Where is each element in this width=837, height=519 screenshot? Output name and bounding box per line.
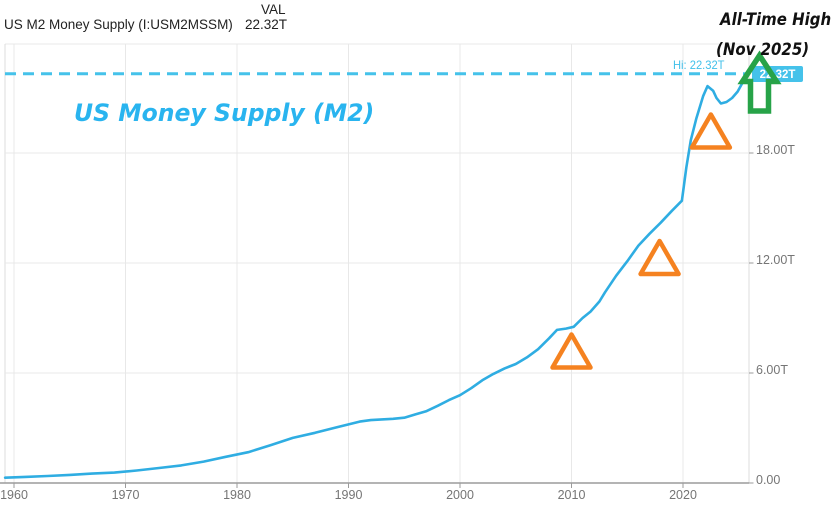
triangle-annotation-icon xyxy=(638,238,681,277)
val-column-header: VAL xyxy=(261,2,286,17)
x-axis-label: 1980 xyxy=(223,488,251,502)
chart-watermark-title: US Money Supply (M2) xyxy=(74,99,375,127)
hi-line-label: Hi: 22.32T xyxy=(673,58,725,72)
x-axis-label: 2000 xyxy=(446,488,474,502)
all-time-high-note-line1: All-Time High xyxy=(720,10,832,30)
x-axis-label: 2020 xyxy=(669,488,697,502)
triangle-annotation-icon xyxy=(550,332,593,370)
y-axis-label: 18.00T xyxy=(756,143,795,157)
val-current-value: 22.32T xyxy=(245,17,288,32)
up-arrow-icon xyxy=(737,50,782,114)
ticker-title: US M2 Money Supply (I:USM2MSSM) xyxy=(4,17,233,32)
triangle-layer xyxy=(550,112,733,370)
m2-series-line xyxy=(3,72,751,480)
y-axis-label: 12.00T xyxy=(756,253,795,267)
x-axis-label: 1970 xyxy=(111,488,140,502)
x-axis-label: 1990 xyxy=(334,488,363,502)
all-time-high-note-line2: (Nov 2025) xyxy=(716,40,810,60)
triangle-annotation-icon xyxy=(689,112,733,150)
x-axis-label: 1960 xyxy=(0,488,28,502)
y-axis-label: 0.00 xyxy=(756,473,781,487)
y-axis-label: 6.00T xyxy=(756,363,788,377)
grid-layer xyxy=(0,43,754,488)
x-axis-label: 2010 xyxy=(557,488,586,502)
series-layer xyxy=(3,72,751,480)
